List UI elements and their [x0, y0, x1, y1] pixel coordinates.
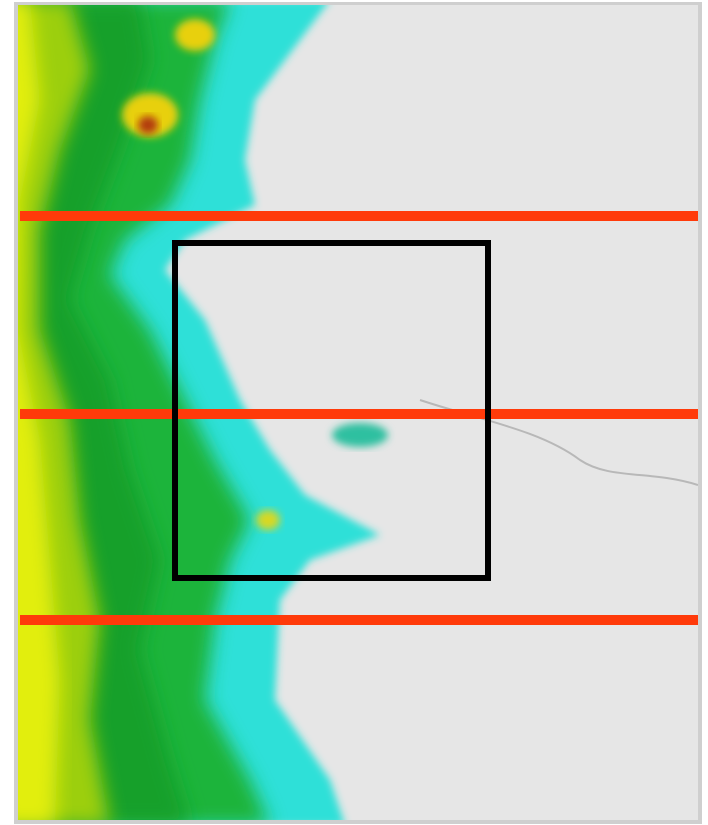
map-view — [0, 0, 708, 825]
peak-summit — [138, 116, 158, 134]
peak — [256, 510, 280, 530]
island — [332, 423, 388, 447]
peak — [175, 19, 215, 51]
page: (() => { const data = JSON.parse(documen… — [0, 0, 708, 825]
